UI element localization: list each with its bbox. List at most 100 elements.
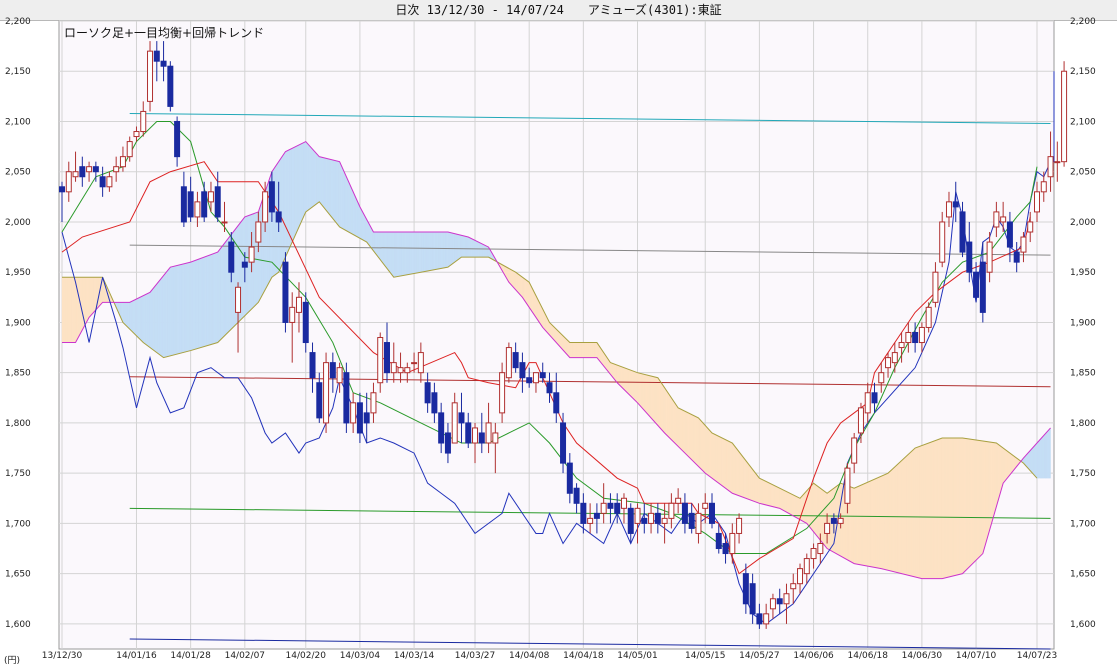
cloud-segment [1009,452,1012,476]
candle-body [1034,191,1040,213]
cloud-segment [635,371,638,404]
cloud-segment [970,439,973,566]
cloud-segment [295,145,298,235]
candle-body [851,437,858,464]
candle-body [397,367,404,374]
y-tick-label-left: 1,850 [5,369,31,379]
candle-body [59,186,65,193]
cloud-segment [339,161,342,229]
cloud-segment [71,277,75,343]
cloud-segment [486,245,489,258]
cloud-segment [329,158,332,218]
candle-body [289,306,296,323]
cloud-segment [730,441,733,494]
axes: 1,600 1,600 1,650 1,650 1,700 1,700 1,750 1,750… [4,17,1096,666]
cloud-segment [617,364,620,385]
cloud-segment [916,446,919,579]
cloud-segment [222,242,225,338]
candle-body [329,362,336,379]
cloud-segment [578,342,581,358]
cloud-segment [965,438,968,571]
cloud-segment [1006,450,1009,480]
y-tick-label-right: 1,700 [1070,519,1096,529]
cloud-segment [994,442,997,513]
cloud-segment [1031,446,1034,475]
candle-body [336,367,343,384]
cloud-segment [999,445,1002,495]
cloud-segment [393,231,396,278]
cloud-segment [78,277,81,337]
cloud-segment [828,490,831,551]
cloud-segment [176,264,179,355]
cloud-segment [430,231,433,271]
candle-body [654,512,661,524]
cloud-segment [667,392,670,439]
candle-body [86,166,93,173]
cloud-segment [652,376,655,423]
cloud-segment [694,415,697,466]
cloud-segment [996,442,999,507]
cloud-segment [185,262,188,353]
cloud-segment [469,237,472,258]
cloud-segment [622,366,625,390]
cloud-segment [173,265,176,356]
cloud-segment [380,231,383,263]
cloud-segment [693,415,696,464]
cloud-segment [664,387,667,436]
x-tick-label: 14/03/27 [455,651,495,661]
cloud-segment [454,233,457,263]
cloud-segment [992,442,995,519]
cloud-segment [144,293,147,346]
cloud-segment [352,191,356,236]
cloud-segment [870,479,874,568]
candle-body [92,166,99,173]
ichimoku-cloud [61,141,1051,579]
candle-body [126,141,133,158]
cloud-segment [447,231,450,268]
cloud-segment [518,274,521,296]
cloud-segment [920,445,923,579]
cloud-segment [662,384,665,434]
cloud-segment [1028,450,1031,472]
cloud-segment [217,249,220,344]
cloud-segment [1046,429,1050,479]
cloud-segment [210,253,213,345]
y-tick-label-left: 1,900 [5,318,31,328]
candle-body [546,382,553,394]
cloud-segment [136,297,139,338]
cloud-segment [90,277,93,317]
cloud-segment [417,231,420,274]
cloud-segment [875,477,879,569]
cloud-segment [325,158,328,213]
regression-line [129,244,1051,256]
cloud-segment [200,257,203,348]
cloud-segment [623,367,626,392]
cloud-segment [850,486,853,563]
cloud-segment [908,452,911,576]
candle-body [1006,221,1013,248]
cloud-segment [356,199,359,238]
cloud-segment [862,483,865,566]
cloud-segment [777,487,780,509]
cloud-segment [158,279,161,356]
candle-body [492,432,499,444]
x-tick-label: 14/04/08 [509,651,550,661]
candle-body [769,598,776,610]
x-tick-label: 14/01/28 [170,651,211,661]
cloud-segment [972,439,975,565]
candle-body [350,402,357,424]
cloud-segment [171,266,174,356]
candle-body [228,241,235,273]
cloud-segment [571,342,574,358]
cloud-segment [684,410,687,456]
candle-body [268,181,275,213]
cloud-segment [926,442,929,579]
y-tick-label-left: 1,750 [5,469,31,479]
candle-body [620,497,627,509]
candle-body [119,156,126,168]
cloud-segment [334,160,337,224]
cloud-segment [874,478,877,568]
candle-body [648,512,655,524]
cloud-segment [410,231,413,275]
candle-body [749,583,756,615]
